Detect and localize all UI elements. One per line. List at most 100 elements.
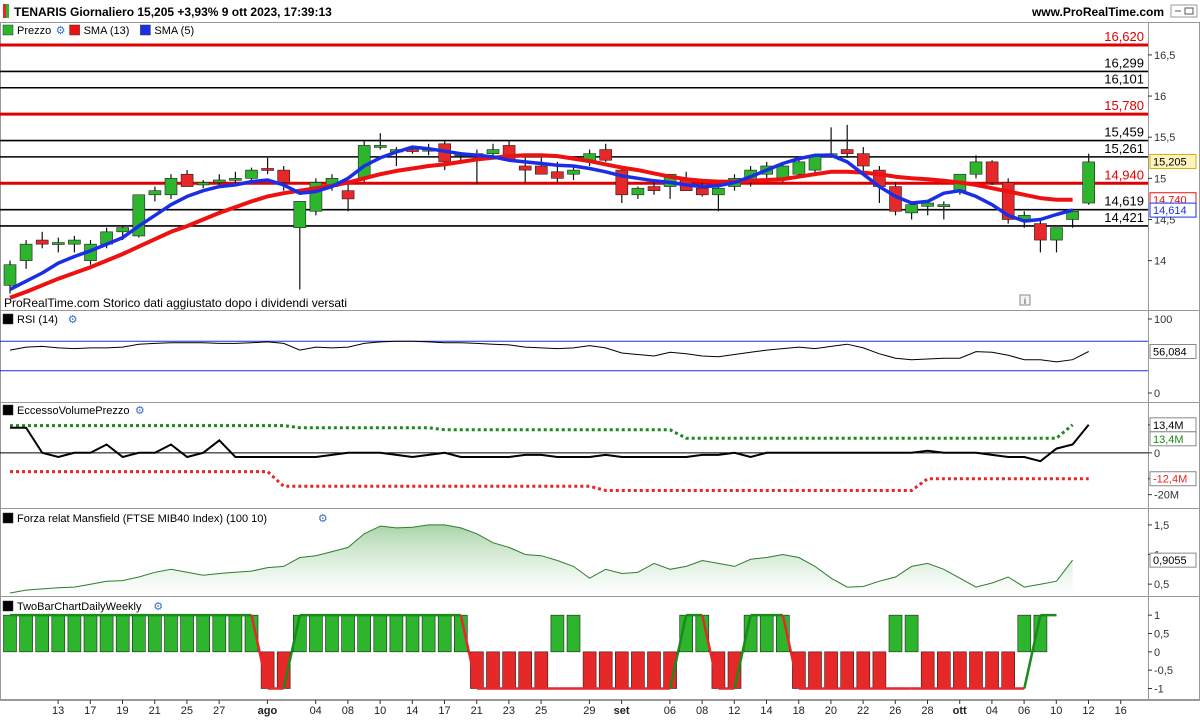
candle[interactable] <box>792 157 806 179</box>
candle[interactable] <box>567 166 580 180</box>
twobar-bar <box>566 614 581 653</box>
candle[interactable] <box>373 133 387 150</box>
candle[interactable] <box>213 174 226 187</box>
maximize-icon[interactable] <box>1184 7 1194 15</box>
candle-body <box>229 178 242 181</box>
wrench-icon[interactable]: ⚙ <box>318 513 328 525</box>
eccesso-legend[interactable]: EccessoVolumePrezzo ⚙ <box>2 404 145 417</box>
candle-body <box>840 149 854 154</box>
chart-title: TENARIS Giornaliero 15,205 +3,93% 9 ott … <box>14 5 332 19</box>
candle[interactable] <box>647 182 661 195</box>
candle[interactable] <box>631 186 645 199</box>
xtick-label: 27 <box>213 705 225 717</box>
candle[interactable] <box>51 237 65 253</box>
candle[interactable] <box>969 155 983 179</box>
eccesso-panel[interactable] <box>0 423 1148 492</box>
candle[interactable] <box>824 127 838 158</box>
candle[interactable] <box>840 124 854 158</box>
twobar-bar <box>534 651 549 689</box>
candle[interactable] <box>341 182 355 212</box>
candle-body <box>567 169 580 175</box>
xtick-label: ago <box>258 705 278 717</box>
candle[interactable] <box>534 157 548 175</box>
twobar-ytick-label: 0,5 <box>1154 629 1169 641</box>
candle[interactable] <box>856 147 870 175</box>
price-ytick-label: 16,5 <box>1154 50 1175 62</box>
eccesso-upper-band <box>10 423 1074 440</box>
mansfield-legend[interactable]: Forza relat Mansfield (FTSE MIB40 Index)… <box>2 512 328 525</box>
xtick-label: 26 <box>889 705 901 717</box>
rsi-line <box>9 340 1089 363</box>
xtick-label: 20 <box>825 705 837 717</box>
twobar-bar <box>421 614 436 653</box>
candle[interactable] <box>35 231 49 249</box>
xtick-label: 17 <box>438 705 450 717</box>
twobar-bar <box>405 614 420 653</box>
info-icon[interactable] <box>1019 294 1031 306</box>
twobar-bar <box>180 614 194 653</box>
mansfield-panel[interactable] <box>9 524 1073 596</box>
candle-body <box>357 145 371 179</box>
twobar-bar <box>936 651 951 689</box>
candle[interactable] <box>148 186 162 202</box>
candle-body <box>937 204 951 207</box>
rsi-legend-swatch <box>2 313 14 325</box>
sma5-line <box>9 145 1074 291</box>
price-tag: 15,205 <box>1149 153 1197 169</box>
eccesso-lower-band <box>10 470 1089 492</box>
candle[interactable] <box>615 166 629 204</box>
candle[interactable] <box>937 201 951 220</box>
twobar-bar <box>969 651 983 689</box>
candle[interactable] <box>985 160 999 185</box>
candle[interactable] <box>1082 153 1095 205</box>
twobar-bar <box>3 614 17 653</box>
xtick-label: 13 <box>52 705 64 717</box>
wrench-icon[interactable]: ⚙ <box>153 601 163 613</box>
xtick-label: 08 <box>696 705 708 717</box>
candle[interactable] <box>19 240 33 269</box>
candle[interactable] <box>599 143 613 162</box>
candle[interactable] <box>293 201 307 290</box>
rsi-panel[interactable] <box>0 340 1148 372</box>
candle-body <box>1034 223 1047 241</box>
twobar-ytick-label: -0,5 <box>1154 665 1173 677</box>
twobar-line-seg <box>282 614 302 689</box>
wrench-icon[interactable]: ⚙ <box>135 405 145 417</box>
xtick-label: 25 <box>181 705 193 717</box>
price-legend[interactable]: Prezzo ⚙ SMA (13) SMA (5) <box>2 24 194 37</box>
candle[interactable] <box>196 179 210 189</box>
twobar-bar <box>598 651 613 689</box>
twobar-bar <box>99 614 114 653</box>
candle[interactable] <box>309 178 323 216</box>
candle[interactable] <box>164 174 178 199</box>
twobar-legend[interactable]: TwoBarChartDailyWeekly ⚙ <box>2 600 163 613</box>
twobar-bar <box>582 651 597 689</box>
price-tag-bg <box>1149 153 1197 169</box>
xtick-label: 04 <box>986 705 998 717</box>
sma5-tag: 14,614 <box>1149 202 1197 218</box>
candle[interactable] <box>180 170 194 187</box>
xtick-label: 08 <box>342 705 354 717</box>
candle[interactable] <box>1050 227 1063 253</box>
twobar-panel[interactable] <box>3 613 1057 690</box>
wrench-icon[interactable]: ⚙ <box>68 314 78 326</box>
price-legend-swatch <box>2 24 14 36</box>
candle[interactable] <box>712 186 725 212</box>
twobar-ytick-label: 0 <box>1154 647 1160 659</box>
wrench-icon[interactable]: ⚙ <box>56 25 66 37</box>
site-link[interactable]: www.ProRealTime.com <box>1031 5 1164 19</box>
candle[interactable] <box>1034 219 1047 253</box>
mansfield-tag: 0,9055 <box>1149 552 1197 568</box>
twobar-bar <box>953 651 967 689</box>
candle-body <box>551 171 564 179</box>
candle[interactable] <box>68 235 81 253</box>
candle-body <box>518 165 532 171</box>
rsi-legend[interactable]: RSI (14) ⚙ <box>2 313 78 326</box>
outer-frame <box>0 22 1200 700</box>
candle[interactable] <box>229 171 242 185</box>
xtick-label: 14 <box>406 705 418 717</box>
hline-label-8: 14,421 <box>1104 210 1144 225</box>
candle-body <box>277 169 291 183</box>
candle[interactable] <box>261 157 274 175</box>
